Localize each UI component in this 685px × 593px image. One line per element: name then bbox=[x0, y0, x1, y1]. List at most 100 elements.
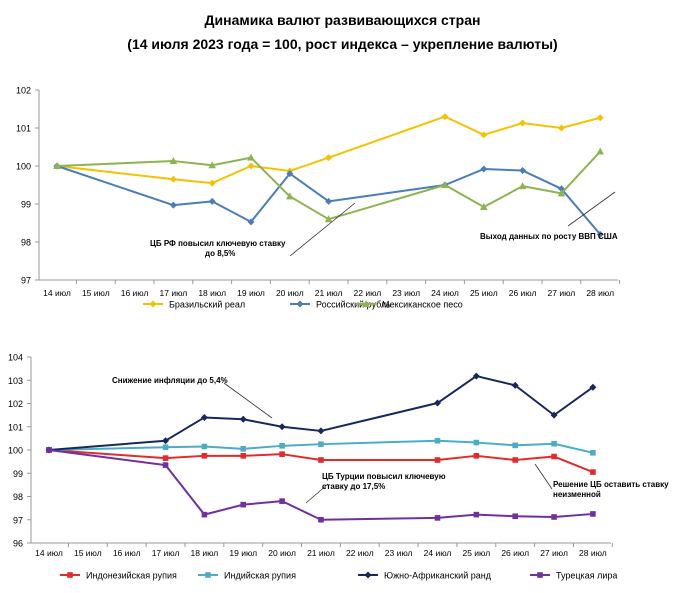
data-point bbox=[325, 197, 333, 205]
chart-title-line2: (14 июля 2023 года = 100, рост индекса –… bbox=[127, 36, 558, 52]
data-point bbox=[208, 161, 216, 169]
data-point bbox=[169, 157, 178, 165]
x-tick-label: 17 июл bbox=[160, 288, 188, 298]
data-point bbox=[589, 383, 597, 391]
data-point bbox=[519, 119, 527, 127]
y-tick-label: 97 bbox=[13, 515, 23, 525]
data-point bbox=[518, 182, 527, 190]
data-point bbox=[512, 513, 518, 520]
annotation-label: ЦБ РФ повысил ключевую ставку bbox=[150, 239, 286, 248]
x-tick-label: 24 июл bbox=[431, 288, 459, 298]
series-1 bbox=[46, 437, 596, 456]
chart-top: 97 98 99 100 101 102 14 июл 15 июл 16 июл 17 июл 1… bbox=[16, 86, 621, 310]
data-point bbox=[434, 515, 441, 521]
x-tick-label: 20 июл bbox=[276, 288, 304, 298]
data-point bbox=[169, 201, 177, 209]
data-point bbox=[519, 167, 527, 175]
series-2 bbox=[53, 147, 604, 223]
data-point bbox=[201, 443, 208, 450]
data-point bbox=[596, 230, 604, 238]
x-tick-label: 22 июл bbox=[346, 548, 374, 558]
y-tick-label: 101 bbox=[8, 422, 23, 432]
legend-label: Мексиканское песо bbox=[382, 300, 463, 310]
data-point bbox=[279, 498, 285, 504]
data-point bbox=[318, 457, 324, 463]
data-point bbox=[441, 113, 449, 121]
annotation-leader bbox=[289, 202, 356, 257]
legend-marker bbox=[364, 571, 372, 579]
data-point bbox=[324, 215, 333, 223]
x-tick-label: 23 июл bbox=[385, 548, 413, 558]
data-point bbox=[208, 197, 216, 205]
data-point bbox=[551, 440, 557, 447]
data-point bbox=[596, 114, 604, 122]
data-point bbox=[239, 415, 247, 423]
data-point bbox=[162, 455, 169, 461]
data-point bbox=[240, 453, 247, 459]
annotation-label: Снижение инфляции до 5,4% bbox=[112, 376, 228, 385]
y-tick-label: 99 bbox=[13, 469, 23, 479]
data-point bbox=[590, 511, 596, 517]
data-point bbox=[434, 399, 441, 407]
data-point bbox=[512, 442, 518, 449]
y-tick-label: 100 bbox=[8, 446, 23, 456]
series-0 bbox=[53, 113, 604, 187]
data-point bbox=[318, 441, 324, 447]
legend-label: Бразильский реал bbox=[169, 300, 245, 310]
data-point bbox=[551, 453, 557, 460]
series-3 bbox=[46, 447, 596, 523]
x-tick-label: 26 июл bbox=[509, 288, 537, 298]
data-point bbox=[279, 451, 285, 457]
data-point bbox=[162, 462, 169, 468]
data-point bbox=[162, 444, 169, 451]
data-point bbox=[317, 427, 325, 435]
y-tick-label: 100 bbox=[16, 162, 31, 172]
legend-marker bbox=[296, 300, 304, 308]
legend-marker bbox=[537, 572, 543, 578]
y-tick-label: 98 bbox=[21, 238, 31, 248]
data-point bbox=[441, 181, 449, 188]
x-tick-label: 19 июл bbox=[237, 288, 265, 298]
x-tick-label: 25 июл bbox=[470, 288, 498, 298]
y-tick-label: 103 bbox=[8, 376, 23, 386]
data-point bbox=[596, 147, 604, 155]
annotation-leader bbox=[305, 483, 329, 504]
data-point bbox=[512, 457, 518, 463]
x-tick-label: 20 июл bbox=[268, 548, 296, 558]
data-point bbox=[201, 453, 208, 459]
x-tick-label: 15 июл bbox=[82, 288, 110, 298]
data-point bbox=[278, 423, 286, 431]
x-tick-label: 17 июл bbox=[152, 548, 180, 558]
annotation-label: неизменной bbox=[553, 490, 601, 499]
x-tick-label: 23 июл bbox=[392, 288, 420, 298]
y-tick-label: 102 bbox=[16, 86, 31, 96]
data-point bbox=[473, 453, 480, 459]
x-tick-label: 19 июл bbox=[229, 548, 257, 558]
x-tick-label: 18 июл bbox=[198, 288, 226, 298]
y-tick-label: 102 bbox=[8, 399, 23, 409]
legend-label: Индийская рупия bbox=[224, 571, 296, 581]
data-point bbox=[480, 203, 488, 211]
annotation-label: Выход данных по росту ВВП США bbox=[480, 232, 618, 241]
x-tick-label: 27 июл bbox=[540, 548, 568, 558]
data-point bbox=[511, 381, 519, 389]
data-point bbox=[557, 124, 565, 132]
x-tick-label: 22 июл bbox=[354, 288, 382, 298]
data-point bbox=[162, 437, 170, 445]
data-point bbox=[590, 449, 596, 456]
y-tick-label: 101 bbox=[16, 124, 31, 134]
x-tick-label: 14 июл bbox=[43, 288, 71, 298]
legend-label: Турецкая лира bbox=[556, 571, 617, 581]
x-tick-label: 25 июл bbox=[462, 548, 490, 558]
legend-marker bbox=[205, 572, 211, 578]
annotation-label: Решение ЦБ оставить ставку bbox=[553, 480, 669, 489]
data-point bbox=[240, 446, 247, 452]
legend-label: Российский рубль bbox=[316, 300, 391, 310]
x-tick-label: 14 июл bbox=[35, 548, 63, 558]
annotation-leader bbox=[534, 463, 553, 490]
data-point bbox=[53, 162, 61, 169]
data-point bbox=[557, 189, 566, 197]
x-tick-label: 24 июл bbox=[424, 548, 452, 558]
data-point bbox=[247, 162, 255, 170]
y-tick-label: 96 bbox=[13, 539, 23, 549]
